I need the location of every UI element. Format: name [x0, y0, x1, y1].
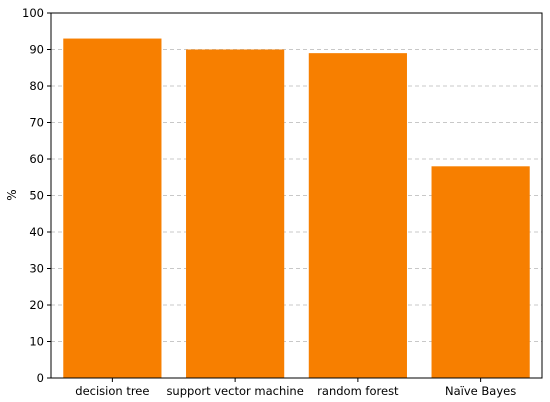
bar — [63, 38, 162, 379]
x-tick-label: random forest — [317, 384, 399, 398]
x-tick-label: support vector machine — [166, 384, 303, 398]
y-tick-label: 50 — [29, 189, 44, 203]
bar — [186, 49, 285, 378]
bar — [308, 53, 407, 379]
y-axis-label: % — [5, 189, 19, 200]
x-tick-label: decision tree — [75, 384, 149, 398]
y-tick-label: 60 — [29, 152, 44, 166]
y-tick-label: 20 — [29, 298, 44, 312]
y-axis-ticks: 0 10 20 30 40 50 60 70 80 90 100 — [22, 6, 51, 385]
y-tick-label: 30 — [29, 262, 44, 276]
y-tick-label: 70 — [29, 116, 44, 130]
y-tick-label: 0 — [37, 371, 44, 385]
y-tick-label: 100 — [22, 6, 44, 20]
x-axis-ticks: decision tree support vector machine rando… — [75, 378, 516, 398]
bars — [63, 38, 530, 379]
y-tick-label: 80 — [29, 79, 44, 93]
x-tick-label: Naïve Bayes — [445, 384, 516, 398]
y-tick-label: 90 — [29, 43, 44, 57]
y-tick-label: 40 — [29, 225, 44, 239]
y-tick-label: 10 — [29, 335, 44, 349]
bar — [431, 166, 530, 378]
